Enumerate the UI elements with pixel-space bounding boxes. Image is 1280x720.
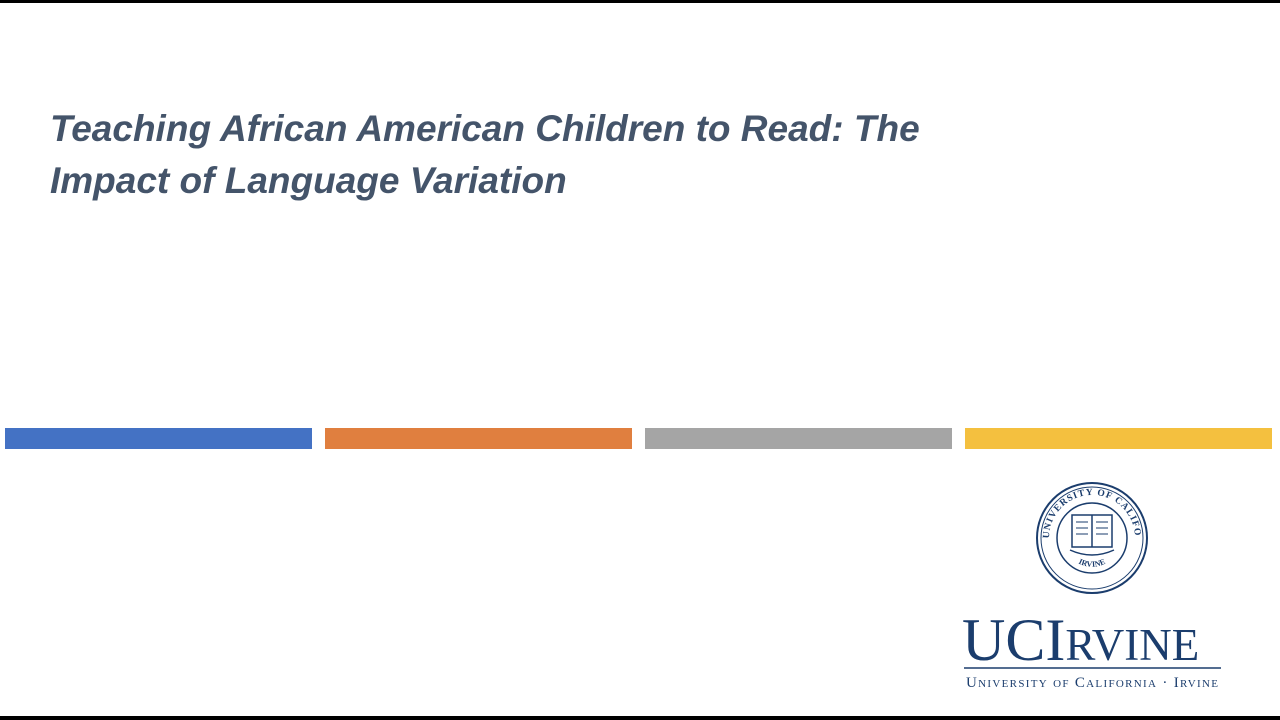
title-line: Teaching African American Children to Re… xyxy=(50,108,920,149)
top-border xyxy=(0,0,1280,3)
tagline: University of California · Irvine xyxy=(966,675,1218,691)
gray-bar xyxy=(645,428,952,449)
seal-outer xyxy=(1036,482,1148,594)
seal-campus-text: IRVINE xyxy=(1077,557,1106,569)
seal-campus-path: IRVINE xyxy=(1077,557,1106,569)
yellow-bar xyxy=(965,428,1272,449)
wordmark: UCIRVINE xyxy=(962,607,1199,673)
seal-book-lines xyxy=(1076,521,1108,535)
color-bars xyxy=(5,428,1272,449)
wordmark-small: RVINE xyxy=(1065,620,1199,670)
seal-outer-inner xyxy=(1040,486,1144,590)
title-line: Impact of Language Variation xyxy=(50,160,567,201)
seal-ribbon xyxy=(1069,549,1115,556)
orange-bar xyxy=(325,428,632,449)
bottom-border xyxy=(0,716,1280,720)
uci-wordmark: UCIRVINE University of California · Irvi… xyxy=(962,607,1221,691)
blue-bar xyxy=(5,428,312,449)
seal-inner xyxy=(1056,502,1128,574)
wordmark-large: UCI xyxy=(962,607,1065,673)
